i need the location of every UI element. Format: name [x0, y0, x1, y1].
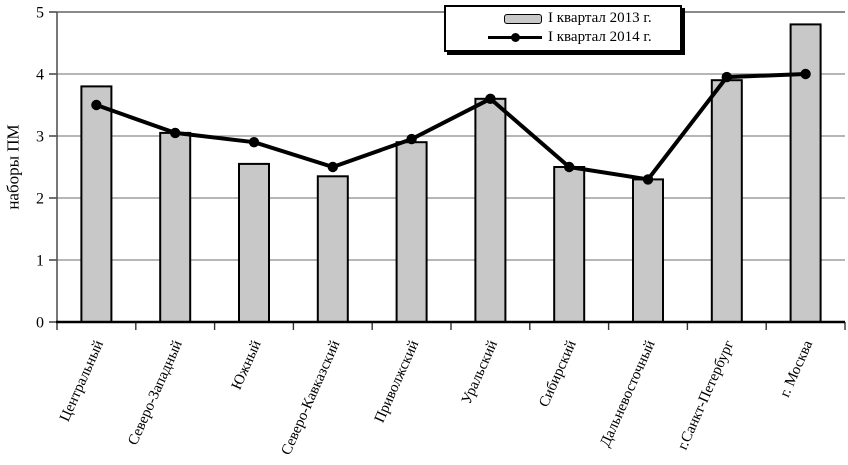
- x-category-label: Приволжский: [372, 338, 423, 425]
- bar: [80, 85, 113, 324]
- data-marker: [170, 127, 181, 139]
- line-series: [94, 72, 808, 182]
- x-category-label: Северо-Западный: [125, 338, 186, 448]
- data-marker: [485, 93, 496, 105]
- data-marker: [406, 133, 417, 145]
- legend-row-2013: I квартал 2013 г.: [450, 9, 676, 28]
- y-tick-label: 5: [36, 5, 44, 22]
- y-tick-label: 2: [36, 191, 44, 208]
- x-category-label: г.Санкт-Петербург: [675, 338, 738, 452]
- x-category-label: Центральный: [57, 338, 107, 424]
- x-category-label: Дальневосточный: [597, 338, 658, 449]
- data-marker: [248, 137, 260, 148]
- bar: [553, 166, 586, 323]
- x-category-label: г. Москва: [777, 338, 816, 400]
- data-marker: [327, 161, 338, 173]
- legend-label-2014: I квартал 2014 г.: [548, 29, 652, 45]
- bar: [316, 175, 349, 323]
- data-marker: [91, 99, 102, 111]
- y-tick-label: 3: [36, 129, 44, 146]
- legend-line-marker-icon: [511, 33, 520, 42]
- y-tick-label: 0: [36, 315, 44, 332]
- bar: [238, 162, 270, 323]
- data-marker: [564, 161, 575, 173]
- legend-label-2013: I квартал 2013 г.: [548, 10, 652, 26]
- legend-bar-swatch: [504, 13, 542, 24]
- x-category-label: Южный: [229, 338, 265, 392]
- legend-row-2014: I квартал 2014 г.: [450, 28, 676, 47]
- legend-swatch-col: [488, 13, 542, 24]
- legend-line-swatch: [488, 32, 542, 43]
- bar: [395, 141, 428, 323]
- data-marker: [721, 71, 732, 83]
- bar: [632, 178, 664, 323]
- legend-swatch-col: [488, 32, 542, 43]
- y-tick-label: 1: [36, 253, 44, 270]
- data-marker: [800, 68, 811, 80]
- x-category-label: Сибирский: [536, 338, 580, 410]
- y-tick-label: 4: [36, 67, 44, 84]
- bar: [710, 79, 743, 323]
- legend: I квартал 2013 г. I квартал 2014 г.: [444, 5, 682, 52]
- x-category-label: Северо-Кавказский: [279, 338, 344, 458]
- x-category-label: Уральский: [459, 338, 501, 407]
- data-marker: [642, 174, 654, 185]
- bar: [474, 97, 507, 323]
- bar: [159, 131, 192, 323]
